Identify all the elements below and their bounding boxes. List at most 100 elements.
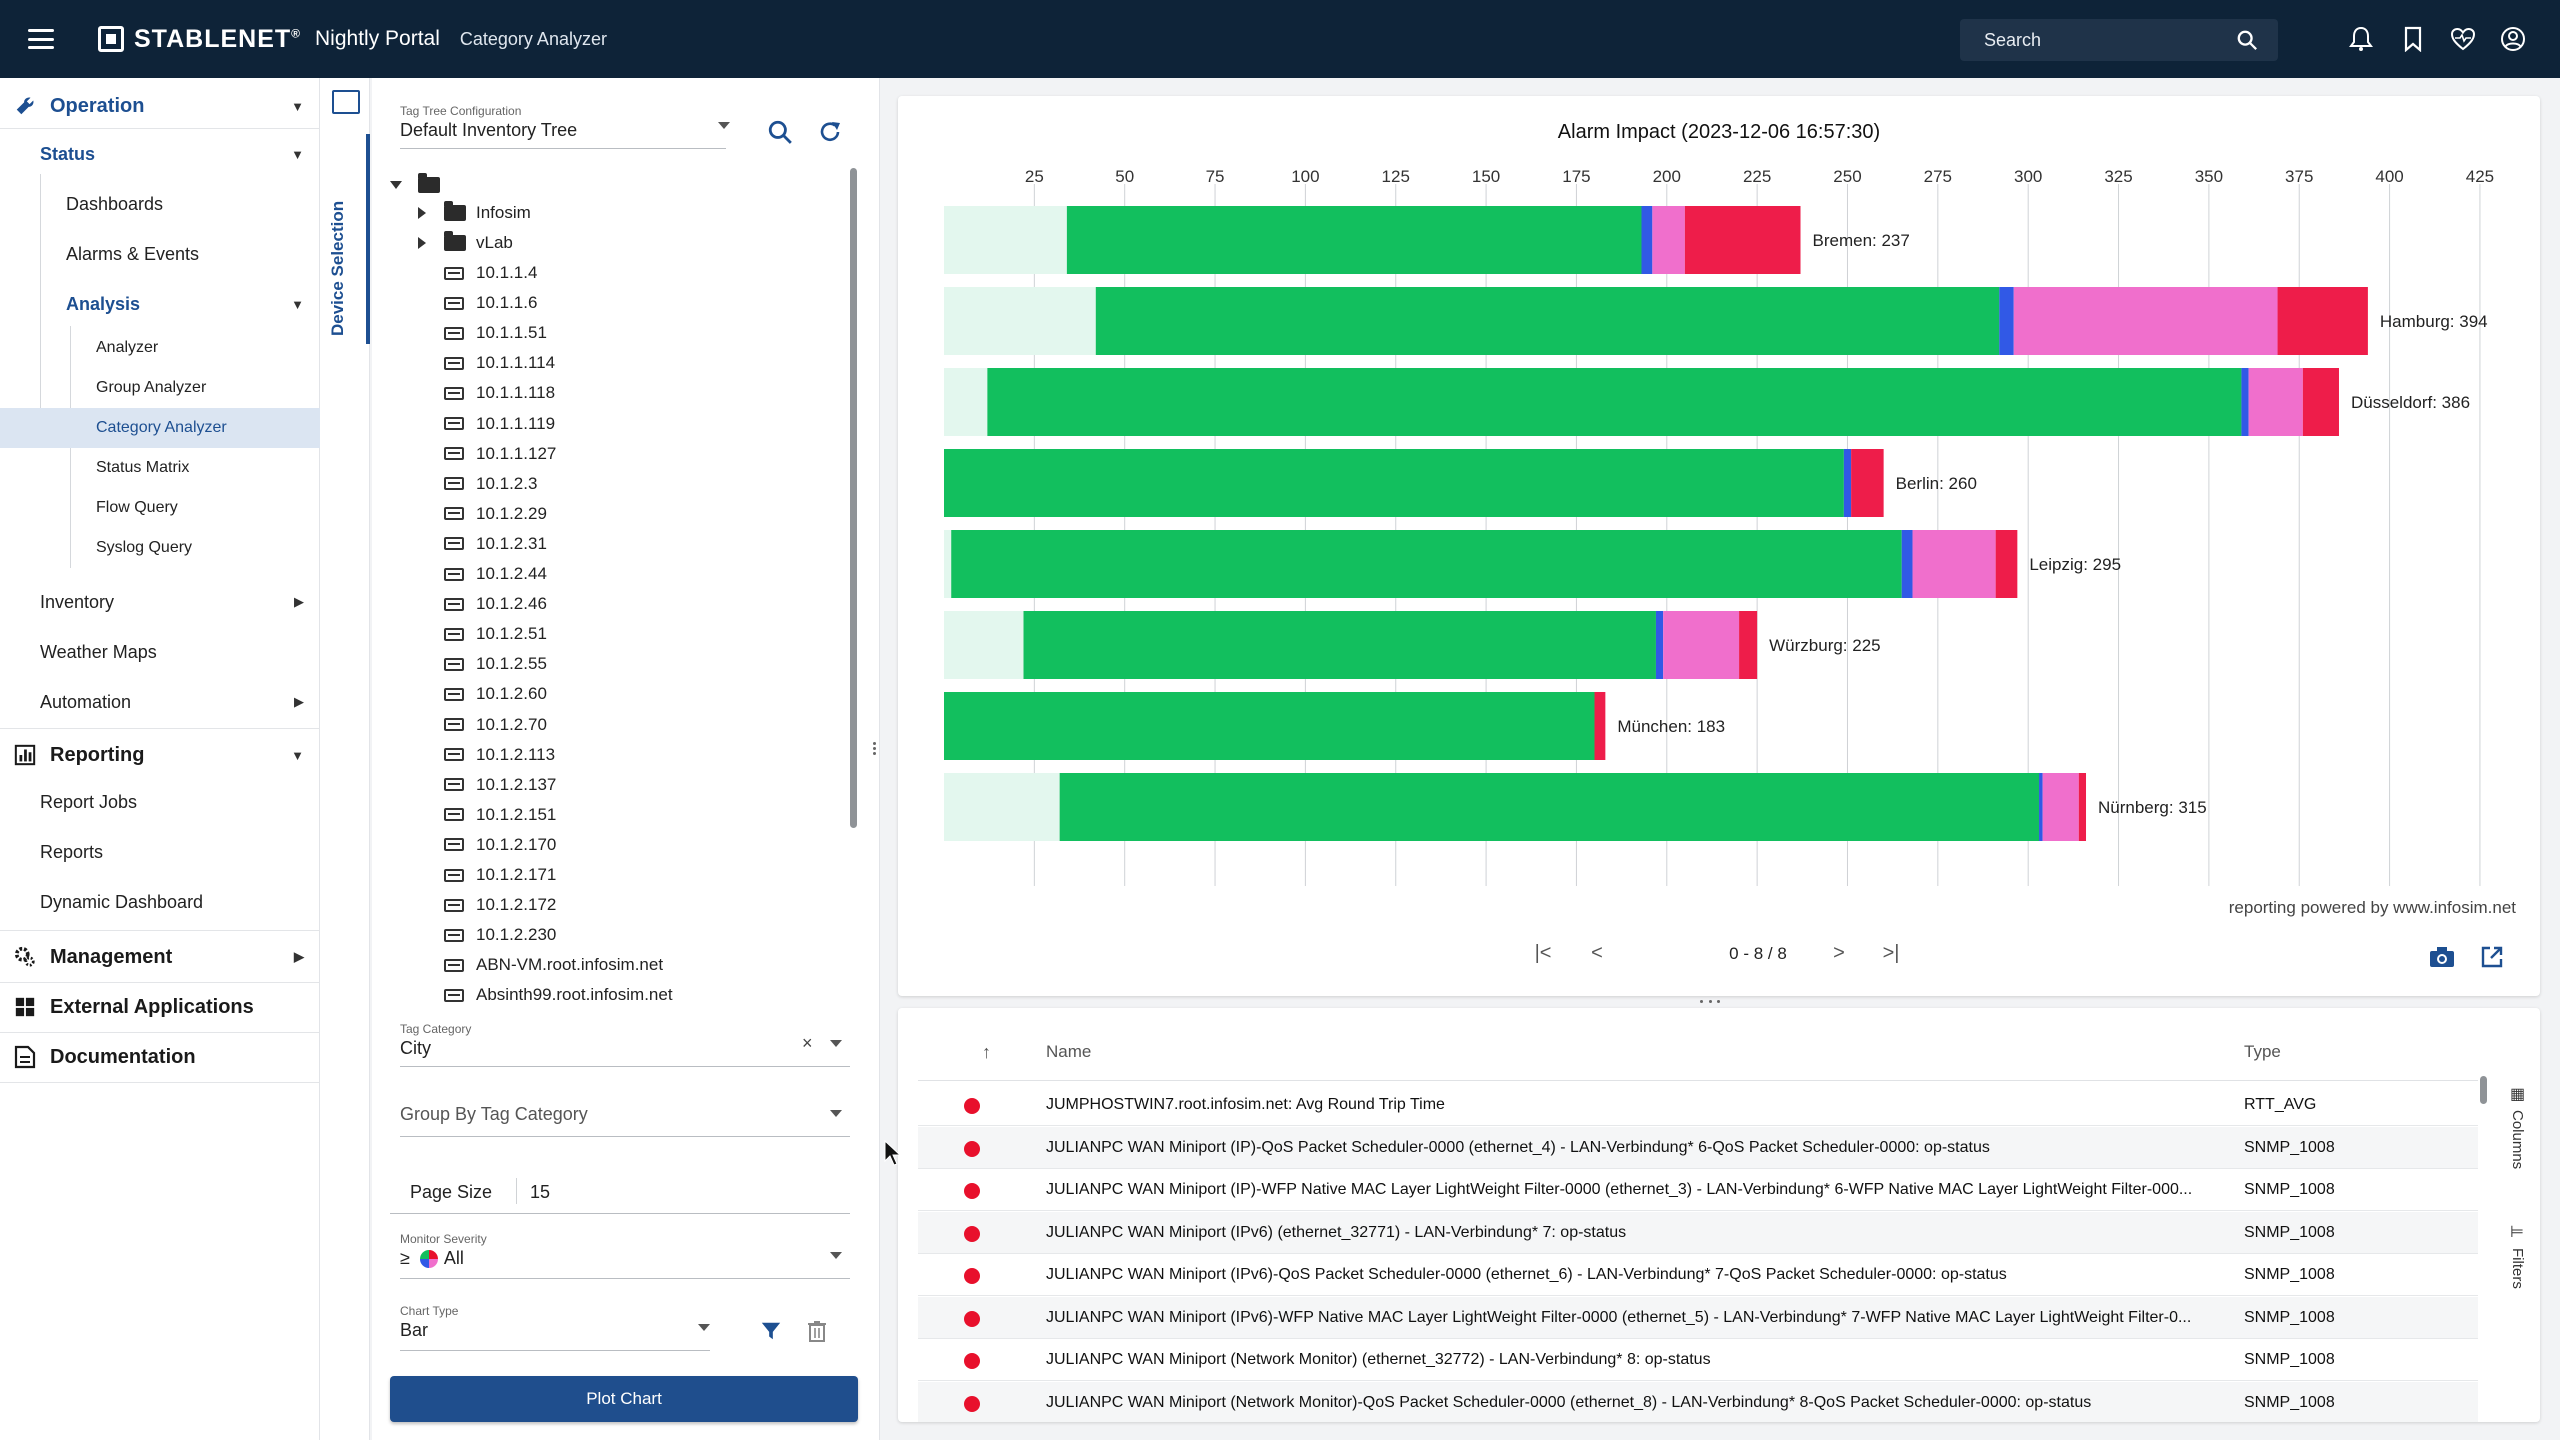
- bar-segment[interactable]: [1023, 611, 1656, 679]
- group-by-select[interactable]: Group By Tag Category: [400, 1104, 588, 1124]
- refresh-icon[interactable]: [812, 114, 848, 150]
- bar-segment[interactable]: [987, 368, 2242, 436]
- bar-segment[interactable]: [1066, 206, 1642, 274]
- tree-root[interactable]: [390, 172, 450, 198]
- tree-scrollbar[interactable]: [850, 168, 857, 828]
- nav-report-jobs[interactable]: Report Jobs: [0, 782, 320, 822]
- bar-segment[interactable]: [1095, 287, 2000, 355]
- bar-segment[interactable]: [944, 530, 952, 598]
- dropdown-caret-icon[interactable]: [718, 122, 730, 129]
- bar-segment[interactable]: [2248, 368, 2303, 436]
- bar-segment[interactable]: [1663, 611, 1740, 679]
- nav-dynamic-dashboard[interactable]: Dynamic Dashboard: [0, 882, 320, 922]
- bar-segment[interactable]: [944, 449, 1844, 517]
- nav-dashboards[interactable]: Dashboards: [0, 184, 320, 224]
- table-scrollbar[interactable]: [2480, 1076, 2487, 1104]
- previous-page-icon[interactable]: <: [1591, 942, 1603, 964]
- tree-device[interactable]: 10.1.2.44: [444, 561, 547, 587]
- tree-device[interactable]: 10.1.1.127: [444, 441, 556, 467]
- table-row[interactable]: JULIANPC WAN Miniport (IPv6)-QoS Packet …: [918, 1254, 2478, 1296]
- bar-segment[interactable]: [1901, 530, 1913, 598]
- bar-segment[interactable]: [944, 368, 988, 436]
- tree-device[interactable]: 10.1.1.114: [444, 350, 555, 376]
- table-row[interactable]: JULIANPC WAN Miniport (IPv6) (ethernet_3…: [918, 1211, 2478, 1254]
- dropdown-caret-icon[interactable]: [830, 1040, 842, 1047]
- bar-segment[interactable]: [1995, 530, 2018, 598]
- tree-device[interactable]: 10.1.2.151: [444, 802, 556, 828]
- bar-segment[interactable]: [1655, 611, 1664, 679]
- tree-device[interactable]: 10.1.2.137: [444, 772, 556, 798]
- bar-segment[interactable]: [1684, 206, 1801, 274]
- nav-automation[interactable]: Automation ▶: [0, 682, 320, 722]
- bar-segment[interactable]: [2241, 368, 2249, 436]
- bar-segment[interactable]: [1059, 773, 2040, 841]
- table-row[interactable]: JULIANPC WAN Miniport (Network Monitor) …: [918, 1339, 2478, 1381]
- trash-icon[interactable]: [800, 1314, 834, 1348]
- vertical-splitter-handle[interactable]: [873, 740, 877, 760]
- nav-status[interactable]: Status ▼: [0, 136, 320, 172]
- bar-segment[interactable]: [1594, 692, 1606, 760]
- next-page-icon[interactable]: >: [1833, 942, 1845, 964]
- nav-alarms-events[interactable]: Alarms & Events: [0, 234, 320, 274]
- tree-folder-vlab[interactable]: vLab: [418, 230, 513, 256]
- tag-category-select[interactable]: City: [400, 1038, 431, 1058]
- column-header-type[interactable]: Type: [2244, 1042, 2281, 1061]
- bar-segment[interactable]: [944, 773, 1060, 841]
- nav-syslog-query[interactable]: Syslog Query: [0, 528, 320, 568]
- tree-device[interactable]: 10.1.2.172: [444, 892, 556, 918]
- bar-segment[interactable]: [2078, 773, 2087, 841]
- collapse-arrow-icon[interactable]: [418, 237, 426, 249]
- last-page-icon[interactable]: >|: [1882, 942, 1900, 964]
- search-input[interactable]: [1982, 28, 2232, 52]
- nav-category-analyzer[interactable]: Category Analyzer: [0, 408, 320, 448]
- tree-device[interactable]: 10.1.2.55: [444, 651, 547, 677]
- dropdown-caret-icon[interactable]: [698, 1324, 710, 1331]
- bar-segment[interactable]: [1843, 449, 1852, 517]
- tree-device[interactable]: 10.1.1.6: [444, 290, 537, 316]
- tree-device[interactable]: ABN-VM.root.infosim.net: [444, 952, 663, 978]
- menu-icon[interactable]: [28, 29, 54, 49]
- sort-arrow-icon[interactable]: ↑: [982, 1042, 991, 1062]
- bell-icon[interactable]: [2346, 24, 2376, 54]
- bar-segment[interactable]: [1999, 287, 2014, 355]
- device-selection-icon[interactable]: [332, 90, 360, 114]
- nav-reports[interactable]: Reports: [0, 832, 320, 872]
- horizontal-splitter-handle[interactable]: [1700, 1000, 1720, 1004]
- nav-analyzer[interactable]: Analyzer: [0, 328, 320, 368]
- bar-segment[interactable]: [2302, 368, 2339, 436]
- bookmark-icon[interactable]: [2398, 24, 2428, 54]
- monitor-severity-select[interactable]: ≥ All: [400, 1248, 464, 1269]
- tree-device[interactable]: 10.1.2.46: [444, 591, 547, 617]
- table-row[interactable]: JULIANPC WAN Miniport (IPv6)-WFP Native …: [918, 1296, 2478, 1339]
- bar-segment[interactable]: [944, 611, 1024, 679]
- search-icon[interactable]: [2236, 29, 2258, 51]
- tree-device[interactable]: 10.1.2.29: [444, 501, 547, 527]
- nav-operation[interactable]: Operation ▼: [0, 86, 320, 126]
- filter-icon[interactable]: [754, 1314, 788, 1348]
- bar-segment[interactable]: [1641, 206, 1653, 274]
- account-icon[interactable]: [2498, 24, 2528, 54]
- tag-tree-select[interactable]: Default Inventory Tree: [400, 120, 578, 140]
- nav-documentation[interactable]: Documentation: [0, 1034, 320, 1080]
- nav-weather-maps[interactable]: Weather Maps: [0, 632, 320, 672]
- bar-segment[interactable]: [1652, 206, 1685, 274]
- collapse-arrow-icon[interactable]: [418, 207, 426, 219]
- bar-segment[interactable]: [2013, 287, 2278, 355]
- columns-tool[interactable]: Columns: [2509, 1110, 2526, 1170]
- dropdown-caret-icon[interactable]: [830, 1110, 842, 1117]
- clear-icon[interactable]: ×: [802, 1033, 813, 1053]
- search-box[interactable]: [1960, 19, 2278, 61]
- table-row[interactable]: JUMPHOSTWIN7.root.infosim.net: Avg Round…: [918, 1084, 2478, 1126]
- nav-inventory[interactable]: Inventory ▶: [0, 582, 320, 622]
- open-external-icon[interactable]: [2476, 942, 2508, 972]
- device-selection-tab[interactable]: Device Selection: [328, 200, 347, 336]
- bar-segment[interactable]: [2277, 287, 2368, 355]
- column-header-name[interactable]: Name: [1046, 1042, 1092, 1061]
- filters-tool[interactable]: Filters: [2509, 1248, 2526, 1289]
- tree-device[interactable]: 10.1.2.51: [444, 621, 547, 647]
- camera-icon[interactable]: [2426, 942, 2458, 972]
- tree-device[interactable]: 10.1.1.51: [444, 320, 547, 346]
- nav-reporting[interactable]: Reporting ▼: [0, 732, 320, 778]
- tree-device[interactable]: 10.1.1.118: [444, 380, 555, 406]
- tree-device[interactable]: 10.1.2.230: [444, 922, 556, 948]
